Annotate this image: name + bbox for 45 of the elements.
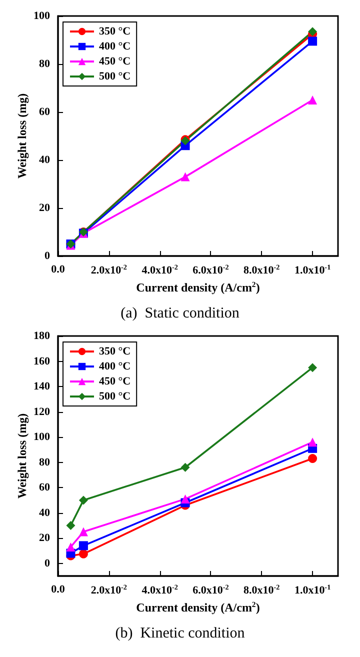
legend-label: 350 °C	[99, 26, 131, 38]
point	[308, 96, 318, 104]
y-tick-label: 120	[34, 406, 50, 418]
y-tick-label: 40	[39, 506, 50, 519]
legend-label: 450 °C	[99, 56, 131, 68]
point	[66, 520, 76, 530]
point	[66, 542, 76, 552]
y-tick-label: 160	[34, 355, 50, 368]
y-tick-label: 20	[39, 202, 50, 214]
y-tick-label: 80	[39, 58, 50, 70]
y-tick-label: 40	[39, 154, 50, 166]
legend-label: 400 °C	[99, 40, 131, 52]
point	[308, 454, 318, 464]
legend-label: 350 °C	[99, 346, 131, 358]
y-tick-label: 60	[39, 106, 50, 118]
y-tick-label: 0	[44, 250, 50, 262]
point	[78, 549, 88, 558]
point	[180, 172, 190, 182]
point	[308, 36, 318, 46]
legend-label: 500 °C	[99, 70, 131, 82]
x-tick-label: 0.0	[51, 584, 66, 596]
y-tick-label: 60	[39, 482, 50, 494]
legend-label: 400 °C	[99, 360, 131, 372]
y-tick-label: 100	[34, 10, 50, 22]
y-axis-title: Weight loss (mg)	[15, 413, 29, 499]
y-tick-label: 140	[34, 380, 50, 393]
y-tick-label: 180	[34, 330, 50, 342]
point	[78, 527, 88, 536]
point	[78, 496, 88, 505]
point	[78, 541, 88, 550]
y-tick-label: 80	[39, 456, 50, 468]
text: (a) Static condition	[120, 306, 240, 322]
point	[180, 494, 190, 504]
point	[308, 363, 318, 372]
y-tick-label: 0	[44, 557, 50, 570]
legend-label: 500 °C	[99, 390, 131, 402]
point	[180, 462, 190, 472]
point	[308, 438, 318, 447]
text: (b) Kinetic condition	[115, 626, 246, 642]
point	[308, 27, 318, 36]
y-tick-label: 20	[39, 532, 50, 544]
legend-label: 450 °C	[99, 376, 131, 388]
y-axis-title: Weight loss (mg)	[15, 93, 29, 179]
y-tick-label: 100	[34, 431, 50, 444]
x-tick-label: 0.0	[51, 264, 66, 276]
